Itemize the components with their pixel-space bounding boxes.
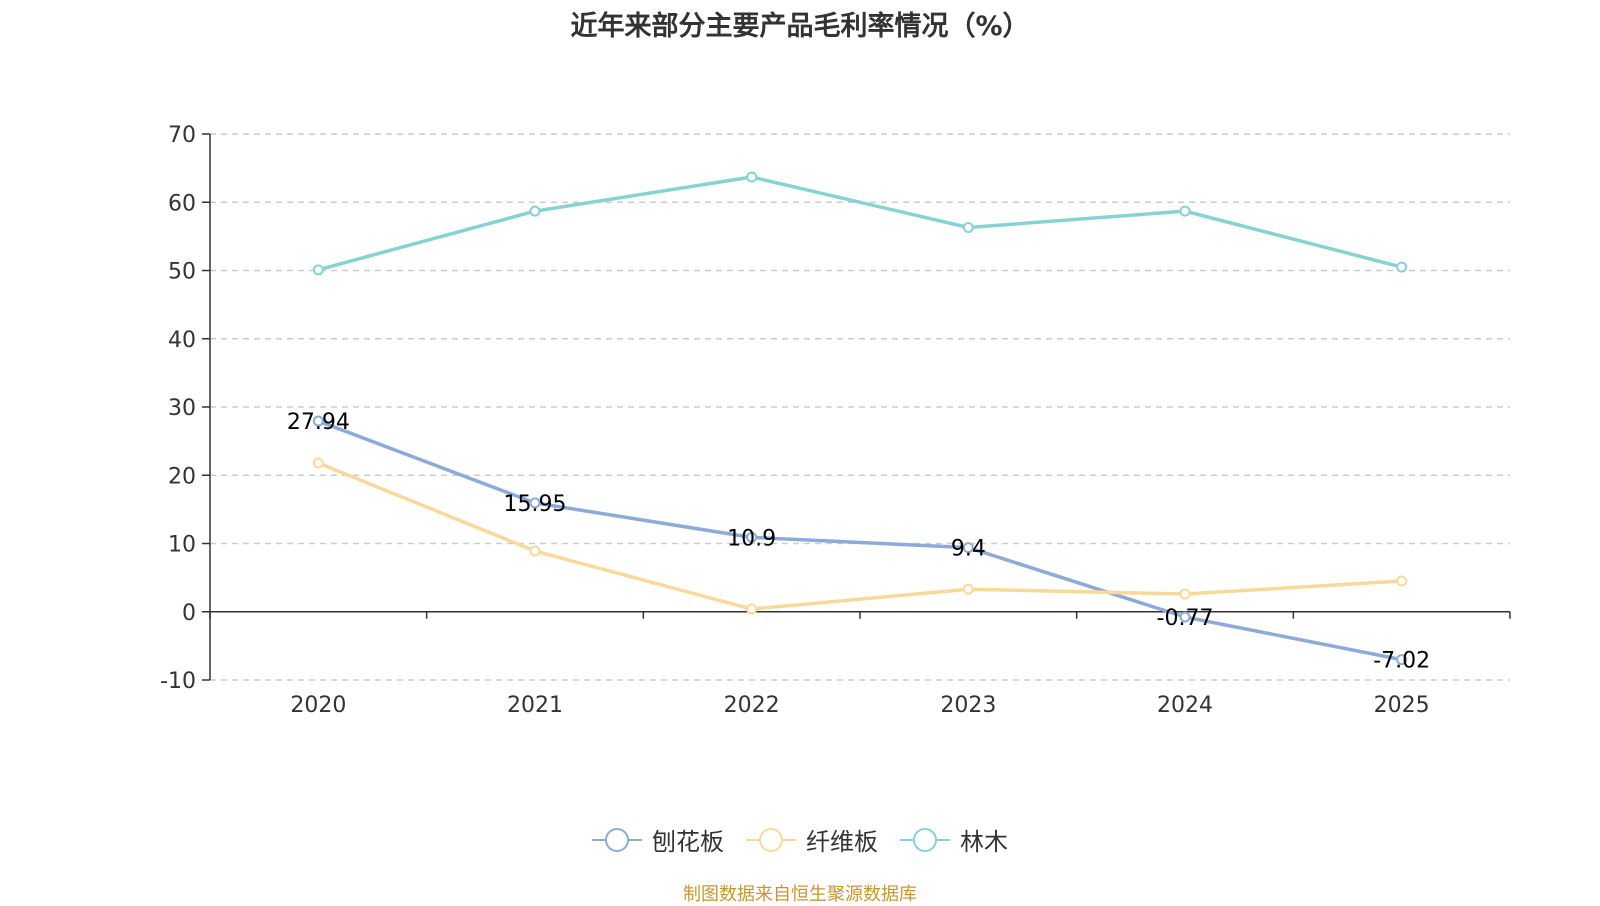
data-point [746, 531, 758, 543]
axes: -10 0 10 20 30 40 50 60 70 2020 2021 2022 2023 2024 20… [160, 123, 1511, 718]
legend-item-3[interactable]: 林木 [900, 822, 1008, 857]
data-point [1179, 588, 1191, 600]
y-tick-label: 20 [168, 464, 196, 489]
data-label: 27.94 [287, 410, 350, 435]
x-tick-label: 2023 [940, 693, 996, 718]
legend-marker-icon [592, 827, 642, 852]
series-line-1 [317, 419, 1403, 662]
series-line-2 [317, 461, 1402, 611]
data-label: 9.4 [951, 537, 986, 562]
data-point [312, 264, 324, 276]
legend-marker-icon [746, 827, 796, 852]
data-point [1396, 261, 1408, 273]
y-tick-label: -10 [160, 669, 196, 694]
chart-title: 近年来部分主要产品毛利率情况（%） [570, 11, 1030, 42]
legend-label: 林木 [960, 828, 1008, 856]
y-tick-label: 60 [168, 191, 196, 216]
data-point [962, 542, 974, 554]
legend-label: 刨花板 [652, 828, 724, 856]
data-point [312, 457, 324, 469]
data-point [1396, 654, 1408, 666]
data-label: -0.77 [1157, 606, 1214, 631]
data-point [962, 222, 974, 234]
y-tick-label: 70 [168, 123, 196, 148]
series-lines [312, 171, 1408, 666]
source-note: 制图数据来自恒生聚源数据库 [683, 884, 917, 905]
data-point [529, 205, 541, 217]
data-point [962, 583, 974, 595]
data-label: 15.95 [504, 492, 567, 517]
x-tick-label: 2025 [1374, 693, 1430, 718]
data-labels: 27.94 15.95 10.9 9.4 -0.77 -7.02 [287, 410, 1430, 674]
y-tick-label: 40 [168, 328, 196, 353]
y-tick-label: 10 [168, 533, 196, 558]
data-point [1396, 575, 1408, 587]
legend: 刨花板 纤维板 林木 [0, 822, 1600, 857]
x-tick-label: 2022 [724, 693, 780, 718]
data-label: 10.9 [727, 526, 776, 551]
x-tick-label: 2021 [507, 693, 563, 718]
y-tick-label: 50 [168, 260, 196, 285]
data-point [1179, 205, 1191, 217]
data-point [746, 171, 758, 183]
y-tick-label: 0 [182, 601, 196, 626]
data-point [746, 603, 758, 615]
y-tick-label: 30 [168, 396, 196, 421]
x-tick-label: 2020 [290, 693, 346, 718]
series-line-3 [317, 175, 1403, 272]
data-point [1179, 611, 1191, 623]
data-point [529, 545, 541, 557]
legend-label: 纤维板 [806, 828, 878, 856]
data-label: -7.02 [1373, 649, 1430, 674]
legend-item-2[interactable]: 纤维板 [746, 822, 878, 857]
x-tick-label: 2024 [1157, 693, 1213, 718]
data-point [529, 497, 541, 509]
data-point [312, 415, 324, 427]
legend-item-1[interactable]: 刨花板 [592, 822, 724, 857]
legend-marker-icon [900, 827, 950, 852]
